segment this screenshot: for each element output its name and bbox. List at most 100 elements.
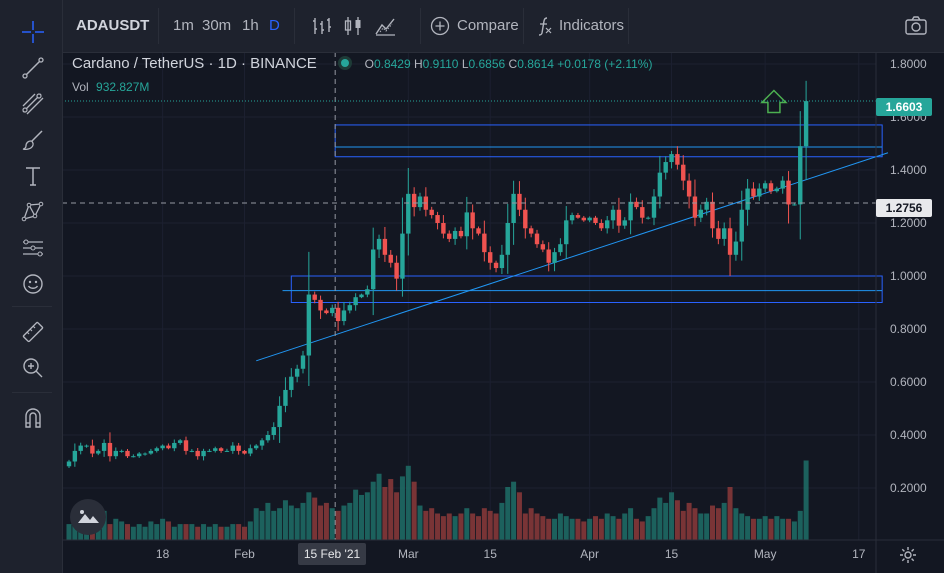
candle-body [277, 405, 282, 428]
candle-body [101, 442, 107, 451]
prediction-icon[interactable] [21, 236, 45, 260]
volume-bar [136, 524, 142, 540]
candle-body [341, 310, 347, 322]
volume-bar [107, 524, 113, 540]
candle-body [552, 252, 557, 263]
volume-bar [622, 513, 628, 540]
candle-body [605, 220, 610, 229]
x-tick-label: Feb [234, 547, 255, 561]
volume-bar [429, 508, 435, 540]
toolbar-divider [294, 8, 295, 44]
volume-bar [440, 516, 446, 540]
candle-body [716, 228, 721, 239]
candle-body [458, 230, 464, 237]
indicators-label: Indicators [559, 17, 625, 34]
indicators-button[interactable]: Indicators [534, 0, 624, 52]
candle-body [189, 450, 195, 452]
candle-body [137, 453, 142, 457]
interval-1h[interactable]: 1h [242, 17, 259, 34]
volume-bar [651, 508, 657, 540]
volume-label: Vol [72, 80, 89, 94]
ruler-icon[interactable] [21, 320, 45, 344]
volume-bar [130, 526, 136, 540]
candle-body [394, 262, 399, 279]
volume-bar [458, 513, 464, 540]
volume-bar [282, 500, 288, 540]
brush-icon[interactable] [21, 128, 45, 152]
volume-bar [780, 518, 786, 540]
candle-body [546, 249, 551, 263]
volume-bar [750, 518, 756, 540]
candle-body [751, 188, 756, 197]
pattern-icon[interactable] [21, 200, 45, 224]
smiley-icon[interactable] [21, 272, 45, 296]
volume-bar [271, 510, 277, 540]
candle-body [300, 355, 306, 369]
volume-bar [294, 508, 300, 540]
candle-body [213, 448, 218, 451]
volume-legend: Vol 932.827M [72, 80, 149, 94]
volume-bar [119, 521, 125, 540]
candle-body [177, 440, 183, 443]
volume-bar [165, 521, 171, 540]
volume-bar [125, 524, 130, 540]
volume-bar [598, 518, 604, 540]
candle-body [616, 209, 622, 226]
candles-icon[interactable] [342, 0, 372, 52]
volume-bar [727, 487, 733, 540]
ascending-trend-line [256, 152, 889, 362]
zoom-icon[interactable] [21, 356, 45, 380]
text-tool-icon[interactable] [21, 164, 45, 188]
crosshair-icon[interactable] [21, 20, 45, 44]
tradingview-logo[interactable] [70, 499, 106, 535]
volume-bar [476, 516, 481, 540]
bar-chart-icon[interactable] [310, 0, 340, 52]
candle-body [651, 196, 657, 218]
compare-button[interactable]: Compare [430, 0, 519, 52]
volume-bar [692, 508, 698, 540]
volume-bar [557, 513, 563, 540]
volume-bar [768, 518, 774, 540]
area-chart-icon[interactable] [374, 0, 404, 52]
candle-body [534, 233, 540, 245]
volume-bar [610, 516, 616, 540]
volume-bar [511, 481, 517, 540]
volume-bar [563, 516, 569, 540]
volume-bar [189, 524, 195, 540]
symbol-search[interactable]: ADAUSDT [76, 17, 150, 34]
candle-body [722, 228, 727, 239]
interval-30m[interactable]: 30m [202, 17, 232, 34]
fib-tools-icon[interactable] [21, 92, 45, 116]
trend-line-icon[interactable] [21, 56, 45, 80]
candle-body [564, 220, 569, 245]
camera-icon[interactable] [904, 0, 932, 52]
volume-bar [733, 508, 739, 540]
candle-body [540, 244, 546, 250]
interval-d[interactable]: D [269, 17, 280, 34]
volume-bar [171, 526, 177, 540]
volume-bar [113, 518, 119, 540]
candle-body [441, 223, 446, 234]
candle-body [757, 188, 762, 197]
candle-body [330, 307, 335, 314]
volume-bar [399, 476, 405, 540]
candle-body [224, 450, 230, 452]
magnet-icon[interactable] [21, 406, 45, 430]
volume-bar [359, 494, 364, 540]
candle-body [786, 180, 791, 205]
candle-body [335, 307, 341, 322]
candle-body [610, 209, 616, 221]
candle-body [464, 212, 469, 237]
candle-body [131, 456, 136, 458]
volume-bar [259, 510, 265, 540]
interval-1m[interactable]: 1m [173, 17, 194, 34]
volume-bar [686, 502, 692, 540]
candle-body [359, 294, 364, 298]
candle-body [733, 241, 739, 255]
volume-bar [446, 513, 452, 540]
symbol-title: Cardano / TetherUS · 1D · BINANCE [72, 55, 317, 72]
candle-body [488, 252, 493, 263]
y-tick-label: 1.8000 [890, 57, 927, 71]
settings-gear-icon[interactable] [898, 545, 918, 565]
